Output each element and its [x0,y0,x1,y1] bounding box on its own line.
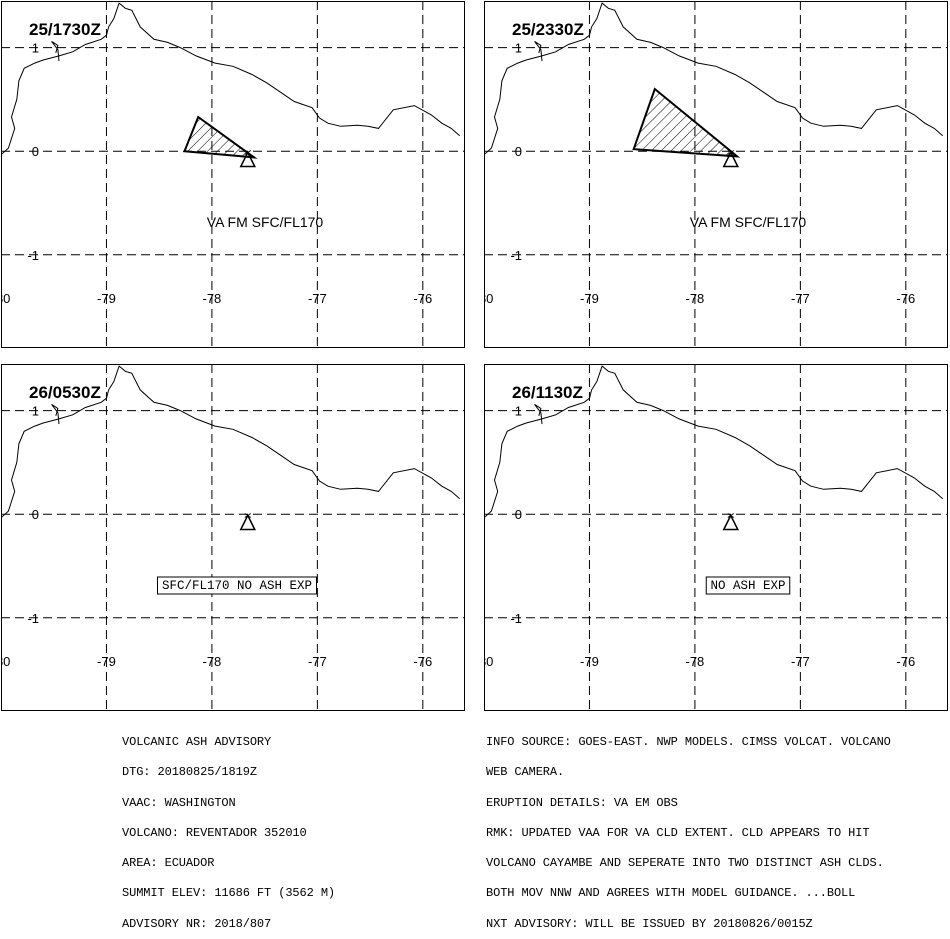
coastline-inlet [534,40,543,62]
forecast-panel-3: -80 -79 -78 -77 -76 1 0 -1 26/0530Z SFC/FL170 NO … [1,364,465,711]
lat-tick-label: -1 [27,611,39,626]
va-label-box [705,576,791,595]
lat-tick-label: 0 [32,144,39,159]
coastline [484,2,944,156]
lon-tick-label: -80 [1,654,10,669]
advisory-summit-elev: SUMMIT ELEV: 11686 FT (3562 M) [122,886,336,901]
remarks-cont-2: BOTH MOV NNW AND AGREES WITH MODEL GUIDA… [486,886,856,901]
panel-time-label: 25/1730Z [29,20,101,39]
volcano-icon [239,150,256,168]
panel-time-label: 26/0530Z [29,383,101,402]
coastline [1,365,461,519]
lon-tick-label: -76 [896,654,915,669]
lon-tick-label: -79 [97,291,116,306]
va-label-box [157,576,317,595]
lon-tick-label: -77 [308,291,327,306]
lat-tick-label: 1 [515,404,522,419]
ash-cloud-polygon [632,87,741,158]
advisory-vaac: VAAC: WASHINGTON [122,795,236,810]
lat-tick-label: 0 [515,507,522,522]
va-forecast-label: VA FM SFC/FL170 [207,214,324,230]
lat-tick-label: -1 [27,248,39,263]
va-forecast-label: NO ASH EXP [710,579,785,593]
coastline-inlet [534,403,543,425]
coastline-inlet [51,40,60,62]
advisory-info: INFO SOURCE: GOES-EAST. NWP MODELS. CIMS… [486,717,891,939]
eruption-details: ERUPTION DETAILS: VA EM OBS [486,795,678,810]
advisory-area: AREA: ECUADOR [122,856,215,871]
lon-tick-label: -76 [413,654,432,669]
lat-tick-label: 1 [515,41,522,56]
lon-tick-label: -80 [1,291,10,306]
lon-tick-label: -80 [484,654,493,669]
lat-tick-label: -1 [510,611,522,626]
va-forecast-label: VA FM SFC/FL170 [690,214,807,230]
lon-tick-label: -77 [791,654,810,669]
lon-tick-label: -78 [203,654,222,669]
lon-tick-label: -76 [896,291,915,306]
remarks-cont-1: VOLCANO CAYAMBE AND SEPERATE INTO TWO DI… [486,856,884,871]
lon-tick-label: -76 [413,291,432,306]
advisory-title: VOLCANIC ASH ADVISORY [122,735,272,749]
lon-tick-label: -78 [686,654,705,669]
lon-tick-label: -79 [580,654,599,669]
advisory-dtg: DTG: 20180825/1819Z [122,765,257,780]
volcano-icon [239,513,256,531]
remarks: RMK: UPDATED VAA FOR VA CLD EXTENT. CLD … [486,825,870,840]
volcano-icon [722,150,739,168]
lon-tick-label: -77 [308,654,327,669]
next-advisory: NXT ADVISORY: WILL BE ISSUED BY 20180826… [486,916,813,931]
advisory-volcano: VOLCANO: REVENTADOR 352010 [122,825,307,840]
forecast-panel-2: -80 -79 -78 -77 -76 1 0 -1 25/2330Z VA FM SFC/FL1… [484,1,948,348]
coastline-inlet [51,403,60,425]
lon-tick-label: -78 [686,291,705,306]
panel-time-label: 25/2330Z [512,20,584,39]
coastline [1,2,461,156]
volcano-icon [722,513,739,531]
lon-tick-label: -78 [203,291,222,306]
lon-tick-label: -77 [791,291,810,306]
va-forecast-label: SFC/FL170 NO ASH EXP [162,579,312,593]
lat-tick-label: 0 [32,507,39,522]
advisory-number: ADVISORY NR: 2018/807 [122,916,272,931]
lat-tick-label: 1 [32,404,39,419]
lat-tick-label: 0 [515,144,522,159]
ash-cloud-polygon [183,115,258,159]
info-source-cont: WEB CAMERA. [486,765,565,780]
panel-frame [1,364,465,711]
forecast-panel-4: -80 -79 -78 -77 -76 1 0 -1 26/1130Z NO ASH EXP [484,364,948,711]
forecast-panel-1: -80 -79 -78 -77 -76 1 0 -1 25/1730Z VA FM SFC/FL1… [1,1,465,348]
panel-frame [1,1,465,348]
coastline [484,365,944,519]
lon-tick-label: -80 [484,291,493,306]
lon-tick-label: -79 [97,654,116,669]
panel-frame [484,1,948,348]
advisory-header: VOLCANIC ASH ADVISORY DTG: 20180825/1819… [122,717,335,939]
lat-tick-label: -1 [510,248,522,263]
panel-frame [484,364,948,711]
lat-tick-label: 1 [32,41,39,56]
info-source: INFO SOURCE: GOES-EAST. NWP MODELS. CIMS… [486,735,891,749]
panel-time-label: 26/1130Z [512,383,583,402]
lon-tick-label: -79 [580,291,599,306]
